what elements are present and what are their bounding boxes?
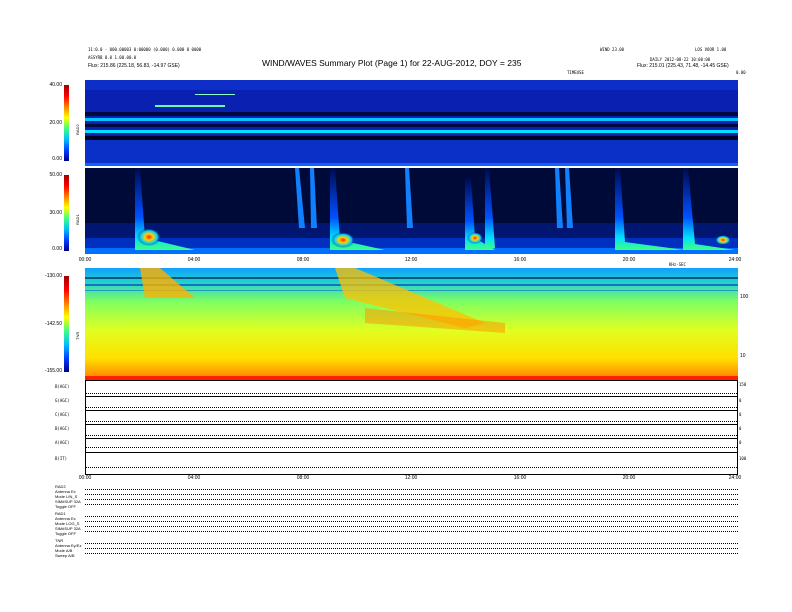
housekeeping-panel: B(AGC) G(AGC) C(AGC) B(AGC) A(AGC) B(IT)… xyxy=(55,380,747,475)
time-label-3: 12:00 xyxy=(404,257,418,263)
rad2-colorbar xyxy=(64,85,69,161)
hk-right-5: 100 xyxy=(739,456,747,461)
page-title: WIND/WAVES Summary Plot (Page 1) for 22-… xyxy=(262,58,522,68)
header-tag-right: 0.00 xyxy=(736,70,746,75)
tnr-right-tick-100: 100 xyxy=(740,294,749,300)
rad1-colorbar xyxy=(64,175,69,251)
rad2-tick-bottom: 0.00 xyxy=(52,156,62,162)
header-right-line3: Flux: 215.01 (225.43, 71.48, -14.45 GSE) xyxy=(637,63,729,69)
header-left-line1: 11:0.0 - 000.00003 0:00000 (0.000) 0.000… xyxy=(88,47,202,52)
time2-label-6: 24:00 xyxy=(728,475,742,481)
rad1-axis-label: RAD1 xyxy=(75,214,80,225)
time2-label-5: 20:00 xyxy=(622,475,636,481)
rad2-tick-mid: 20.00 xyxy=(49,120,62,126)
tnr-tick-bottom: -155.00 xyxy=(45,368,62,374)
rad2-axis-label: RAD2 xyxy=(75,124,80,135)
header-tag-top: TIMEUSE xyxy=(567,70,584,75)
time-label-1: 04:00 xyxy=(187,257,201,263)
header-right-line2: DAILY 2012-08-22 10:00:00 xyxy=(650,57,711,62)
hk-row-3-label: B(AGC) xyxy=(55,426,70,431)
time2-label-2: 08:00 xyxy=(296,475,310,481)
param-rad1-0: RAD1 xyxy=(55,511,66,516)
param-rad1-2: Mode LOG_S xyxy=(55,521,80,526)
param-rad1-4: Toggle OFF xyxy=(55,531,76,536)
tnr-tick-top: -130.00 xyxy=(45,273,62,279)
param-rad1-1: Antenna Ex xyxy=(55,516,76,521)
time2-label-0: 00:00 xyxy=(78,475,92,481)
param-rad2-1: Antenna Ex xyxy=(55,489,76,494)
header-right-line1: LOS VOOR 1.00 xyxy=(695,47,727,52)
time-label-0: 00:00 xyxy=(78,257,92,263)
hk-right-2: 0 xyxy=(739,412,742,417)
rad1-svg xyxy=(85,168,738,254)
time-label-4: 16:00 xyxy=(513,257,527,263)
time2-label-3: 12:00 xyxy=(404,475,418,481)
tnr-colorbar xyxy=(64,276,69,372)
param-rad2-0: RAD2 xyxy=(55,484,66,489)
hk-row-2-label: C(AGC) xyxy=(55,412,70,417)
time2-label-1: 04:00 xyxy=(187,475,201,481)
tnr-tick-mid: -142.50 xyxy=(45,321,62,327)
header-center-right: WIND 23.00 xyxy=(600,47,625,52)
tnr-axis-label: TNR xyxy=(75,331,80,340)
hk-row-0-label: B(AGC) xyxy=(55,384,70,389)
param-rad2-3: SIM#SUP 32A xyxy=(55,499,81,504)
param-rad2-4: Toggle OFF xyxy=(55,504,76,509)
param-tnr-1: Antenna Ey/Ez xyxy=(55,543,82,548)
tnr-right-title: KHz-SEC xyxy=(669,262,686,267)
header-left-line2: ASSYRB 0.0 1.00.00.0 xyxy=(88,55,137,60)
param-tnr-3: Sweep A/B xyxy=(55,553,75,558)
params-block: RAD2 Antenna Ex Mode LIN_S SIM#SUP 32A T… xyxy=(55,484,745,564)
rad2-spectrogram xyxy=(85,80,738,166)
time2-label-4: 16:00 xyxy=(513,475,527,481)
hk-row-1-label: G(AGC) xyxy=(55,398,70,403)
hk-right-0: 150 xyxy=(739,382,747,387)
param-rad1-3: SIM#SUP 32A xyxy=(55,526,81,531)
hk-trace-4 xyxy=(86,447,737,448)
tnr-right-tick-10: 10 xyxy=(740,353,746,359)
hk-trace-1 xyxy=(86,407,737,408)
time-label-2: 08:00 xyxy=(296,257,310,263)
tnr-spectrogram xyxy=(85,268,738,381)
hk-right-4: 0 xyxy=(739,440,742,445)
hk-row-4-label: A(AGC) xyxy=(55,440,70,445)
rad1-tick-bottom: 0.00 xyxy=(52,246,62,252)
param-rad2-2: Mode LIN_S xyxy=(55,494,78,499)
header-left-line3: Flux: 215.86 (225.18, 56.83, -14.97 GSE) xyxy=(88,63,180,69)
param-tnr-2: Mode A/B xyxy=(55,548,73,553)
hk-trace-3 xyxy=(86,435,737,436)
time-label-5: 20:00 xyxy=(622,257,636,263)
rad1-tick-mid: 30.00 xyxy=(49,210,62,216)
hk-right-1: 0 xyxy=(739,398,742,403)
hk-trace-2 xyxy=(86,421,737,422)
param-tnr-0: TNR xyxy=(55,538,64,543)
rad2-tick-top: 40.00 xyxy=(49,82,62,88)
hk-frame xyxy=(85,380,738,475)
hk-right-3: 0 xyxy=(739,426,742,431)
time-label-6: 24:00 xyxy=(728,257,742,263)
hk-row-5-label: B(IT) xyxy=(55,456,68,461)
time-axis-bottom: 00:00 04:00 08:00 12:00 16:00 20:00 24:0… xyxy=(79,475,742,483)
tnr-svg xyxy=(85,268,738,381)
hk-trace-5 xyxy=(86,467,737,468)
rad2-svg xyxy=(85,80,738,166)
hk-trace-0 xyxy=(86,393,737,394)
rad1-tick-top: 50.00 xyxy=(49,172,62,178)
time-axis-top: 00:00 04:00 08:00 12:00 16:00 20:00 24:0… xyxy=(79,255,742,265)
rad1-spectrogram xyxy=(85,168,738,254)
params-dots xyxy=(85,486,738,556)
